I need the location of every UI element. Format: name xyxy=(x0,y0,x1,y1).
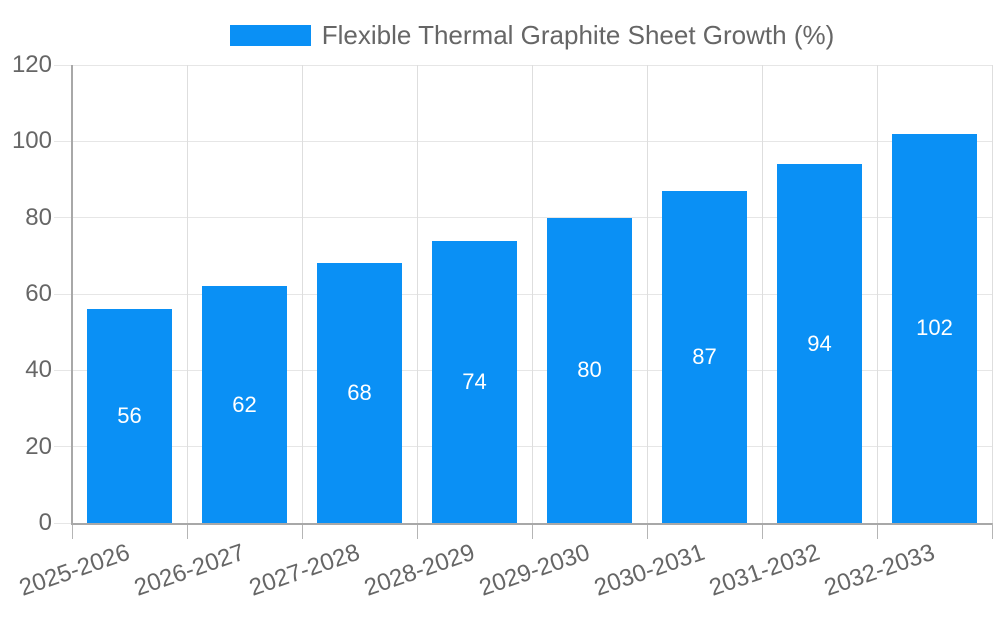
v-gridline xyxy=(301,65,303,523)
bar-value-label: 87 xyxy=(692,343,717,369)
y-axis-label: 0 xyxy=(38,509,52,536)
y-axis-tick xyxy=(54,293,72,295)
legend-label: Flexible Thermal Graphite Sheet Growth (… xyxy=(321,20,835,50)
y-axis-tick xyxy=(54,446,72,448)
v-gridline xyxy=(876,65,878,523)
y-axis-label: 120 xyxy=(11,51,52,78)
v-gridline xyxy=(531,65,533,523)
y-axis-label: 40 xyxy=(25,356,52,384)
y-axis-label: 20 xyxy=(25,432,52,460)
y-axis-tick xyxy=(54,369,72,371)
bar-value-label: 94 xyxy=(807,330,832,356)
x-axis-tick xyxy=(416,523,418,539)
bar-value-label: 102 xyxy=(916,315,953,341)
y-axis-label: 80 xyxy=(25,203,52,231)
plot-area: 0 20 40 60 80 100 120 56 2025-2026 62 2026-2027 68 2… xyxy=(11,51,993,602)
v-gridline xyxy=(416,65,418,523)
v-gridline xyxy=(186,65,188,523)
x-axis-tick xyxy=(876,523,878,539)
x-axis-tick xyxy=(991,523,993,539)
bar xyxy=(202,286,287,523)
y-axis-line xyxy=(70,65,73,523)
v-gridline xyxy=(761,65,763,523)
bar-value-label: 56 xyxy=(117,403,142,429)
x-axis-tick xyxy=(71,523,73,539)
bar xyxy=(662,190,747,523)
bar xyxy=(432,240,517,523)
x-axis-tick xyxy=(761,523,763,539)
v-gridline xyxy=(991,65,993,523)
bar xyxy=(317,263,402,523)
y-axis-tick xyxy=(54,140,72,142)
bar-value-label: 68 xyxy=(347,380,372,406)
bar xyxy=(87,309,172,523)
bar-value-label: 62 xyxy=(232,391,257,417)
legend-swatch xyxy=(229,24,311,46)
y-axis-tick xyxy=(54,217,72,219)
x-axis-tick xyxy=(186,523,188,539)
x-axis-tick xyxy=(301,523,303,539)
bar xyxy=(892,133,977,523)
v-gridline xyxy=(646,65,648,523)
bar-value-label: 80 xyxy=(577,357,602,383)
x-axis-tick xyxy=(646,523,648,539)
bar xyxy=(547,217,632,523)
x-axis-line xyxy=(70,522,992,525)
y-axis-label: 60 xyxy=(25,280,52,307)
bar-chart-figure: Flexible Thermal Graphite Sheet Growth (… xyxy=(11,22,993,602)
y-axis-tick xyxy=(54,522,72,524)
legend[interactable]: Flexible Thermal Graphite Sheet Growth (… xyxy=(72,22,992,48)
x-axis-tick xyxy=(531,523,533,539)
y-axis-tick xyxy=(54,64,72,66)
y-axis-label: 100 xyxy=(11,127,52,155)
bar xyxy=(777,164,862,523)
bar-value-label: 74 xyxy=(462,368,487,394)
